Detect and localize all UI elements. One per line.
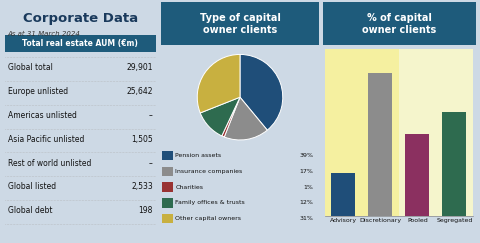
Text: Global listed: Global listed xyxy=(8,182,56,191)
Text: 1%: 1% xyxy=(303,185,313,190)
Text: 17%: 17% xyxy=(300,169,313,174)
Wedge shape xyxy=(197,54,240,113)
Bar xyxy=(405,134,430,216)
Text: 31%: 31% xyxy=(300,216,313,221)
Text: Asia Pacific unlisted: Asia Pacific unlisted xyxy=(8,135,84,144)
Text: 25,642: 25,642 xyxy=(126,87,153,96)
Bar xyxy=(368,73,393,216)
Text: 39%: 39% xyxy=(300,153,313,158)
Bar xyxy=(442,112,467,216)
Text: Americas unlisted: Americas unlisted xyxy=(8,111,77,120)
Bar xyxy=(399,49,473,216)
Text: Insurance companies: Insurance companies xyxy=(175,169,242,174)
Text: 2,533: 2,533 xyxy=(131,182,153,191)
Bar xyxy=(331,174,356,216)
Text: 12%: 12% xyxy=(300,200,313,205)
Wedge shape xyxy=(200,97,240,136)
Text: –: – xyxy=(149,159,153,168)
Text: Pension assets: Pension assets xyxy=(175,153,221,158)
Text: Rest of world unlisted: Rest of world unlisted xyxy=(8,159,91,168)
Text: 198: 198 xyxy=(139,206,153,215)
Text: –: – xyxy=(149,111,153,120)
Text: % of capital
owner clients: % of capital owner clients xyxy=(362,13,436,35)
Bar xyxy=(161,2,319,45)
Text: As at 31 March 2024: As at 31 March 2024 xyxy=(8,31,81,37)
Text: Corporate Data: Corporate Data xyxy=(23,12,138,25)
Text: Global total: Global total xyxy=(8,63,53,72)
Text: Charities: Charities xyxy=(175,185,203,190)
Text: 29,901: 29,901 xyxy=(126,63,153,72)
Text: 1,505: 1,505 xyxy=(131,135,153,144)
Text: Global debt: Global debt xyxy=(8,206,52,215)
Bar xyxy=(325,49,399,216)
Text: Type of capital
owner clients: Type of capital owner clients xyxy=(200,13,280,35)
Bar xyxy=(323,2,476,45)
Wedge shape xyxy=(240,54,283,130)
Text: Family offices & trusts: Family offices & trusts xyxy=(175,200,245,205)
Wedge shape xyxy=(222,97,240,137)
Text: Other capital owners: Other capital owners xyxy=(175,216,241,221)
Text: Europe unlisted: Europe unlisted xyxy=(8,87,68,96)
Bar xyxy=(5,35,156,52)
Wedge shape xyxy=(224,97,267,140)
Text: Total real estate AUM (€m): Total real estate AUM (€m) xyxy=(23,39,138,48)
